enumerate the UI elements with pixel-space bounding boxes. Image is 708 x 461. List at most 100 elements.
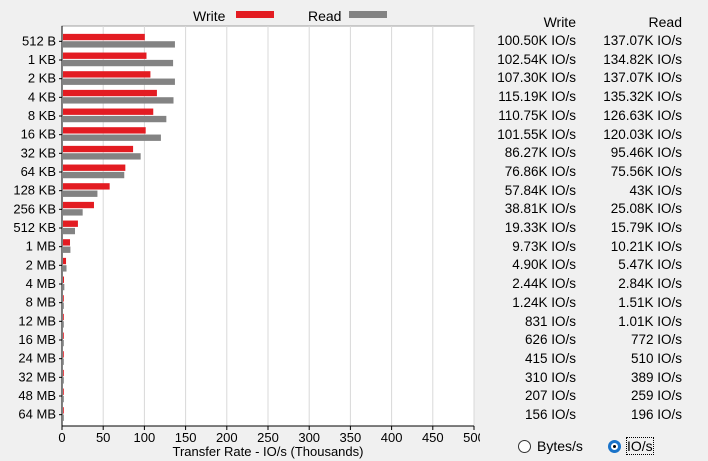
read-rate-cell: 772 IO/s [630,332,682,348]
read-rate-cell: 43K IO/s [629,182,682,198]
table-row: 415 IO/s 510 IO/s [480,351,708,369]
read-rate-cell: 1.01K IO/s [618,313,682,329]
write-rate-cell: 4.90K IO/s [512,257,576,273]
table-row: 76.86K IO/s 75.56K IO/s [480,164,708,182]
bytes-per-second-radio[interactable]: Bytes/s [518,438,598,458]
ios-per-second-radio[interactable]: IO/s [608,437,678,458]
category-label: 512 KB [13,220,56,235]
read-rate-cell: 137.07K IO/s [603,70,682,86]
category-label: 8 MB [26,295,56,310]
table-row: 310 IO/s 389 IO/s [480,370,708,388]
category-label: 512 B [22,33,56,48]
read-bar [63,171,125,179]
write-bar [63,145,134,153]
table-row: 156 IO/s 196 IO/s [480,407,708,425]
category-label: 2 KB [28,71,56,86]
bytes-radio-label: Bytes/s [537,438,583,454]
table-row: 19.33K IO/s 15.79K IO/s [480,220,708,238]
write-bar [63,89,157,97]
write-bar [63,33,145,41]
table-header-read: Read [648,14,682,30]
write-bar [63,295,64,302]
read-bar [63,209,83,216]
category-label: 32 KB [21,145,56,160]
category-label: 24 MB [18,351,56,366]
table-row: 100.50K IO/s 137.07K IO/s [480,33,708,51]
read-rate-cell: 259 IO/s [630,388,682,404]
table-row: 626 IO/s 772 IO/s [480,332,708,350]
write-bar [63,276,65,283]
x-tick-label: 250 [257,430,279,445]
read-bar [63,302,64,309]
read-rate-cell: 10.21K IO/s [610,238,682,254]
write-rate-cell: 115.19K IO/s [498,89,576,105]
write-bar [63,108,154,115]
write-bar [63,164,126,171]
category-label: 48 MB [18,388,56,403]
ios-radio-circle[interactable] [608,440,621,453]
write-bar [63,407,64,414]
write-rate-cell: 310 IO/s [524,369,576,385]
read-bar [63,283,65,291]
category-label: 64 KB [21,164,56,179]
category-label: 64 MB [18,407,56,422]
write-rate-cell: 110.75K IO/s [498,107,576,123]
read-bar [63,265,67,272]
category-label: 4 KB [28,89,56,104]
write-bar [63,388,64,395]
category-label: 2 MB [26,257,56,272]
read-bar [63,78,175,85]
table-row: 107.30K IO/s 137.07K IO/s [480,70,708,88]
table-row: 57.84K IO/s 43K IO/s [480,183,708,201]
write-rate-cell: 207 IO/s [524,388,576,404]
read-rate-cell: 25.08K IO/s [610,201,682,217]
write-bar [63,313,64,321]
table-row: 1.24K IO/s 1.51K IO/s [480,295,708,313]
write-rate-cell: 86.27K IO/s [504,145,576,161]
read-rate-cell: 126.63K IO/s [603,107,682,123]
table-row: 207 IO/s 259 IO/s [480,388,708,406]
write-bar [63,351,64,358]
category-label: 16 KB [21,127,56,142]
write-bar [63,127,146,134]
write-bar [63,71,151,78]
table-row: 4.90K IO/s 5.47K IO/s [480,257,708,275]
table-row: 101.55K IO/s 120.03K IO/s [480,127,708,145]
x-tick-label: 200 [216,430,238,445]
write-bar [63,239,71,246]
category-label: 12 MB [18,313,56,328]
legend-write-swatch [236,11,274,18]
x-tick-label: 350 [340,430,362,445]
x-tick-label: 500 [463,430,480,445]
x-axis-title: Transfer Rate - IO/s (Thousands) [173,444,364,459]
category-label: 1 MB [26,239,56,254]
results-table: Write Read 100.50K IO/s 137.07K IO/s 102.5… [480,0,708,430]
table-row: 86.27K IO/s 95.46K IO/s [480,145,708,163]
category-label: 4 MB [26,276,56,291]
category-label: 128 KB [13,183,56,198]
write-bar [63,52,147,59]
read-rate-cell: 196 IO/s [630,407,682,422]
read-rate-cell: 1.51K IO/s [618,294,682,310]
table-row: 9.73K IO/s 10.21K IO/s [480,239,708,257]
write-rate-cell: 1.24K IO/s [512,294,576,310]
table-row: 2.44K IO/s 2.84K IO/s [480,276,708,294]
write-rate-cell: 101.55K IO/s [497,126,576,142]
read-rate-cell: 389 IO/s [630,369,682,385]
write-rate-cell: 102.54K IO/s [497,51,576,67]
write-rate-cell: 38.81K IO/s [504,201,576,217]
read-bar [63,41,175,48]
x-tick-label: 150 [175,430,197,445]
read-rate-cell: 137.07K IO/s [603,33,682,48]
category-label: 1 KB [28,52,56,67]
read-rate-cell: 510 IO/s [630,350,682,366]
x-tick-label: 100 [134,430,156,445]
table-row: 115.19K IO/s 135.32K IO/s [480,89,708,107]
write-rate-cell: 19.33K IO/s [504,220,576,235]
bytes-radio-circle[interactable] [518,440,531,453]
category-label: 32 MB [18,369,56,384]
read-rate-cell: 5.47K IO/s [618,257,682,273]
ios-radio-label: IO/s [626,437,654,455]
write-bar [63,332,64,339]
legend-write-label: Write [193,8,226,24]
